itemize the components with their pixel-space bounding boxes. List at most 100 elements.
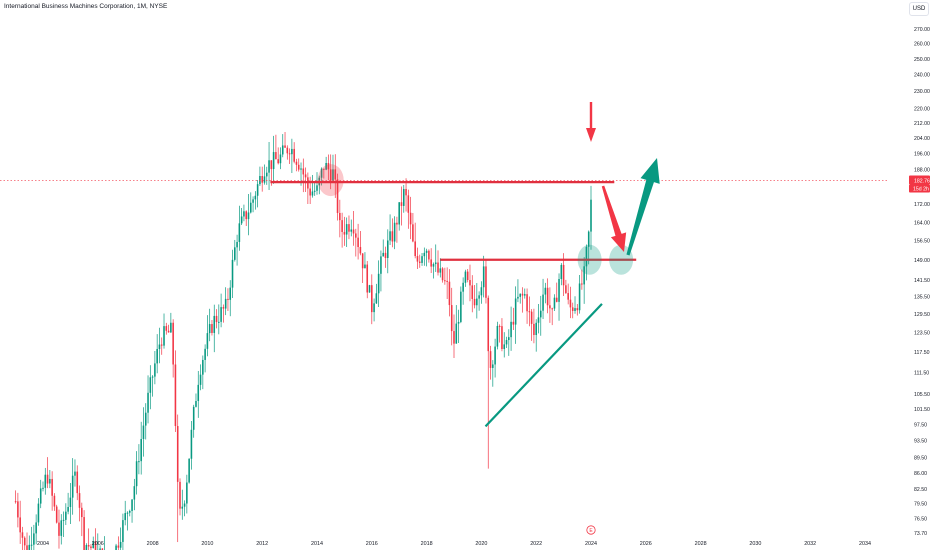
candle-body — [204, 348, 206, 360]
candle-body — [476, 298, 478, 306]
candle-body — [19, 517, 21, 533]
candle-body — [526, 294, 528, 312]
candle-body — [498, 325, 501, 327]
candle-body — [517, 296, 519, 299]
candle-body — [133, 486, 136, 500]
candle-body — [512, 321, 515, 325]
candle-body — [30, 544, 33, 546]
candle-body — [208, 324, 211, 334]
candle-body — [473, 298, 476, 306]
candle-body — [215, 315, 218, 323]
candle-body — [197, 384, 200, 402]
price-tick-label: 149.00 — [914, 258, 930, 264]
price-tick-label: 250.00 — [914, 57, 930, 63]
candle-body — [26, 545, 28, 550]
candle-body — [126, 512, 129, 514]
candle-body — [60, 520, 63, 536]
price-tick-label: 141.50 — [914, 278, 930, 284]
candle-body — [55, 506, 58, 523]
annotations-layer: E — [0, 102, 888, 535]
candle-body — [277, 159, 279, 164]
candle-body — [501, 326, 503, 350]
candle-body — [272, 152, 275, 170]
candle-body — [402, 188, 405, 206]
candle-body — [149, 377, 152, 393]
candle-body — [202, 359, 204, 375]
candle-body — [560, 264, 563, 280]
candle-body — [163, 326, 165, 346]
candle-body — [304, 174, 307, 178]
price-tick-label: 79.50 — [914, 502, 927, 508]
price-tick-label: 212.00 — [914, 121, 930, 127]
price-tick-label: 97.50 — [914, 422, 927, 428]
earnings-event-label: E — [589, 528, 593, 534]
candle-body — [85, 545, 88, 550]
candle-body — [382, 252, 385, 257]
candle-body — [523, 294, 526, 296]
candle-body — [147, 392, 149, 413]
candle-body — [186, 482, 188, 504]
candle-body — [179, 481, 181, 509]
candle-body — [172, 322, 174, 365]
candle-body — [218, 321, 220, 323]
time-tick-label: 2020 — [475, 541, 487, 547]
candle-body — [21, 532, 24, 538]
candle-body — [334, 169, 337, 180]
candle-body — [537, 317, 540, 323]
candle-body — [489, 351, 492, 368]
candle-body — [291, 148, 293, 155]
candle-body — [284, 145, 286, 148]
candle-body — [460, 291, 462, 322]
candle-body — [494, 346, 496, 365]
current-price-value: 182.76 — [914, 178, 930, 184]
arrow-pullback-down — [601, 185, 627, 252]
candle-body — [549, 305, 551, 309]
candle-body — [281, 145, 284, 155]
price-tick-label: 220.00 — [914, 106, 930, 112]
candle-body — [405, 188, 407, 196]
candle-body — [37, 503, 40, 523]
candle-body — [323, 168, 325, 170]
price-tick-label: 135.50 — [914, 295, 930, 301]
price-tick-label: 93.50 — [914, 439, 927, 445]
candle-body — [135, 461, 138, 487]
time-tick-label: 2016 — [366, 541, 378, 547]
candle-body — [240, 216, 243, 224]
highlight-ellipse-resistance — [317, 164, 344, 197]
candle-body — [414, 241, 416, 257]
candle-body — [425, 250, 428, 253]
candle-body — [53, 495, 56, 507]
price-tick-label: 260.00 — [914, 42, 930, 48]
highlight-ellipse-support — [577, 244, 602, 275]
candle-body — [300, 168, 302, 170]
candle-body — [361, 253, 364, 269]
candle-body — [418, 261, 421, 263]
price-tick-label: 230.00 — [914, 89, 930, 95]
candle-body — [444, 280, 446, 282]
candle-body — [471, 285, 474, 299]
currency-button[interactable]: USD — [909, 2, 929, 16]
earnings-event-marker — [586, 525, 596, 535]
candle-body — [265, 172, 268, 177]
candle-body — [229, 287, 232, 300]
candle-body — [345, 224, 348, 235]
candle-body — [81, 507, 83, 518]
price-tick-label: 188.00 — [914, 168, 930, 174]
candle-body — [288, 153, 291, 155]
candle-body — [224, 298, 227, 309]
candle-body — [195, 401, 197, 407]
candle-body — [247, 212, 250, 220]
price-tick-label: 164.00 — [914, 221, 930, 227]
candle-body — [576, 308, 579, 311]
candle-body — [377, 273, 380, 294]
candle-body — [462, 282, 464, 292]
candle-body — [259, 176, 261, 185]
candle-body — [49, 478, 51, 484]
candle-body — [28, 544, 31, 550]
candle-body — [131, 499, 133, 511]
price-axis: 73.70 76.50 79.50 82.50 86.00 89.50 93.50 97.50… — [909, 27, 930, 537]
candle-body — [386, 240, 389, 258]
candle-body — [416, 256, 419, 262]
